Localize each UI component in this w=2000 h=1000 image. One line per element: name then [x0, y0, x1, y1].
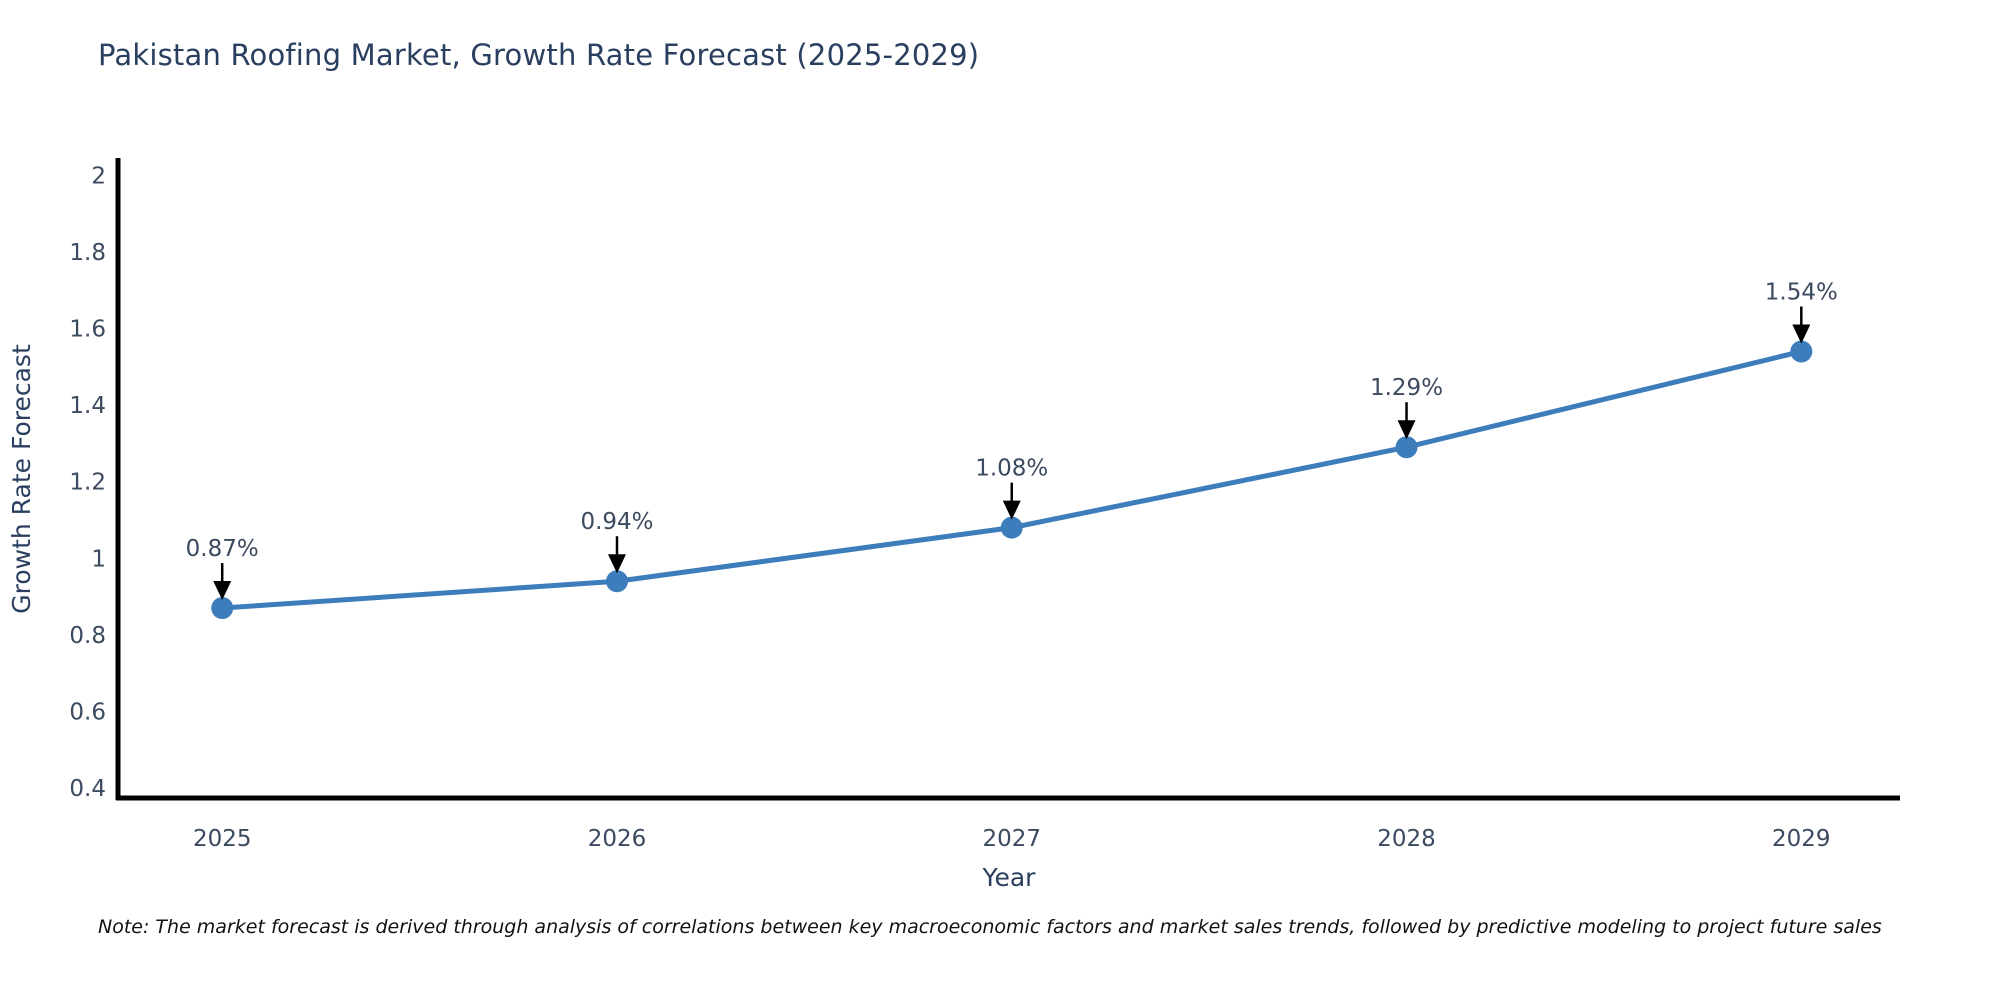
data-point[interactable] — [605, 570, 628, 593]
y-tick-label: 2 — [91, 163, 106, 189]
y-tick-label: 1.2 — [69, 470, 106, 496]
data-point-label: 0.94% — [580, 509, 653, 535]
annotation-arrowhead-icon — [1002, 500, 1021, 520]
y-tick-label: 0.6 — [69, 699, 106, 725]
y-tick-label: 0.8 — [69, 623, 106, 649]
x-tick-label: 2027 — [982, 826, 1041, 852]
x-tick-label: 2028 — [1377, 826, 1436, 852]
y-tick-label: 1 — [91, 546, 106, 572]
chart-title: Pakistan Roofing Market, Growth Rate For… — [98, 38, 980, 72]
x-axis-title: Year — [982, 863, 1037, 892]
data-point[interactable] — [1000, 516, 1023, 539]
y-axis-title: Growth Rate Forecast — [7, 344, 36, 614]
annotation-arrowhead-icon — [607, 554, 626, 574]
annotation-arrowhead-icon — [1792, 324, 1811, 344]
footnote: Note: The market forecast is derived thr… — [98, 916, 1882, 938]
y-tick-label: 1.4 — [69, 393, 106, 419]
y-tick-label: 1.6 — [69, 316, 106, 342]
annotation-arrowhead-icon — [1397, 420, 1416, 440]
data-point[interactable] — [211, 597, 234, 620]
data-point-label: 0.87% — [186, 536, 259, 562]
data-point-label: 1.54% — [1765, 279, 1838, 305]
x-tick-label: 2026 — [588, 826, 647, 852]
x-tick-label: 2025 — [193, 826, 252, 852]
data-point[interactable] — [1395, 436, 1418, 459]
annotation-arrowhead-icon — [213, 581, 232, 601]
data-point[interactable] — [1790, 340, 1813, 363]
y-tick-label: 1.8 — [69, 240, 106, 266]
data-point-label: 1.08% — [975, 456, 1048, 482]
y-tick-label: 0.4 — [69, 776, 106, 802]
data-point-label: 1.29% — [1370, 375, 1443, 401]
x-tick-label: 2029 — [1772, 826, 1831, 852]
